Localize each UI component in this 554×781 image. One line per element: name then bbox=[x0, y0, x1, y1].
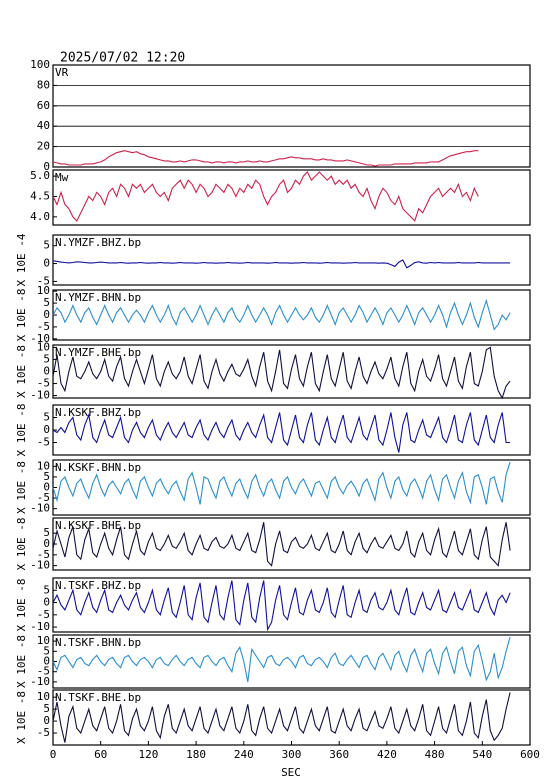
y-tick-label: 0 bbox=[43, 714, 50, 727]
y-tick-label: -10 bbox=[30, 559, 50, 572]
panel-label: N.KSKF.BHE.bp bbox=[55, 519, 141, 532]
x-tick-label: 420 bbox=[377, 748, 397, 761]
x-tick-label: 240 bbox=[234, 748, 254, 761]
panel-label: Mw bbox=[55, 171, 69, 184]
y-tick-label: 0 bbox=[43, 257, 50, 270]
y-tick-label: 60 bbox=[37, 99, 50, 112]
y-tick-label: 5 bbox=[43, 583, 50, 596]
panel-label: N.TSKF.BHN.bp bbox=[55, 636, 141, 649]
y-tick-label: 0 bbox=[43, 596, 50, 609]
y-tick-label: 10 bbox=[37, 634, 50, 647]
trace bbox=[52, 636, 511, 683]
y-tick-label: 5 bbox=[43, 470, 50, 483]
panel-label: N.KSKF.BHZ.bp bbox=[55, 406, 141, 419]
trace bbox=[52, 150, 479, 167]
y-tick-label: 10 bbox=[37, 284, 50, 297]
y-axis-label: X 10E -8 bbox=[15, 518, 28, 571]
trace bbox=[52, 346, 511, 400]
y-tick-label: 5 bbox=[43, 702, 50, 715]
y-tick-label: -5 bbox=[37, 436, 50, 449]
panel-frame bbox=[52, 64, 531, 168]
y-axis-label: X 10E -8 bbox=[15, 289, 28, 342]
y-tick-label: 0 bbox=[43, 537, 50, 550]
y-tick-label: 0 bbox=[43, 308, 50, 321]
trace bbox=[52, 171, 479, 222]
y-tick-label: 80 bbox=[37, 78, 50, 91]
y-tick-label: -10 bbox=[30, 332, 50, 345]
y-tick-label: 5 bbox=[43, 411, 50, 424]
y-tick-label: 10 bbox=[37, 340, 50, 353]
y-tick-label: -5 bbox=[37, 274, 50, 287]
y-tick-label: -5 bbox=[37, 491, 50, 504]
chart-title: 2025/07/02 12:20 bbox=[60, 51, 185, 66]
y-tick-label: 4.5 bbox=[30, 189, 50, 202]
panel-label: N.YMZF.BHZ.bp bbox=[55, 236, 141, 249]
panel-label: N.YMZF.BHE.bp bbox=[55, 346, 141, 359]
y-tick-label: 0 bbox=[43, 365, 50, 378]
y-tick-label: 0 bbox=[43, 423, 50, 436]
y-tick-label: 10 bbox=[37, 690, 50, 703]
panel-label: N.TSKF.BHZ.bp bbox=[55, 579, 141, 592]
y-tick-label: 5 bbox=[43, 296, 50, 309]
panel-label: N.TSKF.BHE.bp bbox=[55, 691, 141, 704]
trace bbox=[52, 692, 511, 743]
y-tick-label: -10 bbox=[30, 389, 50, 402]
panel-label: VR bbox=[55, 66, 69, 79]
y-tick-label: -10 bbox=[30, 675, 50, 688]
panel-label: N.KSKF.BHN.bp bbox=[55, 461, 141, 474]
y-tick-label: 100 bbox=[30, 58, 50, 71]
y-tick-label: 0 bbox=[43, 160, 50, 173]
trace bbox=[52, 259, 511, 269]
x-tick-label: 480 bbox=[425, 748, 445, 761]
trace bbox=[52, 461, 511, 505]
y-tick-label: -5 bbox=[37, 608, 50, 621]
y-tick-label: -10 bbox=[30, 620, 50, 633]
y-tick-label: 0 bbox=[43, 655, 50, 668]
y-tick-label: -5 bbox=[37, 377, 50, 390]
trace bbox=[52, 580, 511, 632]
y-axis-label: X 10E -8 bbox=[15, 404, 28, 457]
trace bbox=[52, 412, 511, 453]
y-tick-label: 4.0 bbox=[30, 210, 50, 223]
panel-label: N.YMZF.BHN.bp bbox=[55, 291, 141, 304]
y-tick-label: 40 bbox=[37, 119, 50, 132]
y-tick-label: 5 bbox=[43, 526, 50, 539]
x-tick-label: 540 bbox=[472, 748, 492, 761]
y-axis-label: X 10E -4 bbox=[15, 233, 28, 286]
panel-frame bbox=[52, 169, 531, 226]
x-tick-label: 120 bbox=[138, 748, 158, 761]
trace bbox=[52, 522, 511, 567]
y-axis-label: X 10E -8 bbox=[15, 579, 28, 632]
y-tick-label: -5 bbox=[37, 726, 50, 739]
y-tick-label: 10 bbox=[37, 459, 50, 472]
y-tick-label: 5 bbox=[43, 239, 50, 252]
x-tick-label: 300 bbox=[282, 748, 302, 761]
y-tick-label: -5 bbox=[37, 320, 50, 333]
y-tick-label: -5 bbox=[37, 548, 50, 561]
trace bbox=[52, 298, 511, 331]
y-axis-label: X 10E -8 bbox=[15, 635, 28, 688]
panel-frame bbox=[52, 234, 531, 286]
y-tick-label: 5.0 bbox=[30, 169, 50, 182]
y-tick-label: 0 bbox=[43, 481, 50, 494]
y-axis-label: X 10E -8 bbox=[15, 461, 28, 514]
y-tick-label: -5 bbox=[37, 665, 50, 678]
y-tick-label: 5 bbox=[43, 352, 50, 365]
x-tick-label: 0 bbox=[50, 748, 57, 761]
x-tick-label: 600 bbox=[520, 748, 540, 761]
y-tick-label: 5 bbox=[43, 644, 50, 657]
x-tick-label: 60 bbox=[94, 748, 107, 761]
y-tick-label: -10 bbox=[30, 502, 50, 515]
y-axis-label: X 10E -8 bbox=[15, 345, 28, 398]
x-axis-label: SEC bbox=[281, 766, 301, 779]
x-tick-label: 180 bbox=[186, 748, 206, 761]
y-tick-label: 20 bbox=[37, 140, 50, 153]
panel-frame bbox=[52, 577, 531, 633]
x-tick-label: 360 bbox=[329, 748, 349, 761]
y-axis-label: X 10E -8 bbox=[15, 691, 28, 744]
